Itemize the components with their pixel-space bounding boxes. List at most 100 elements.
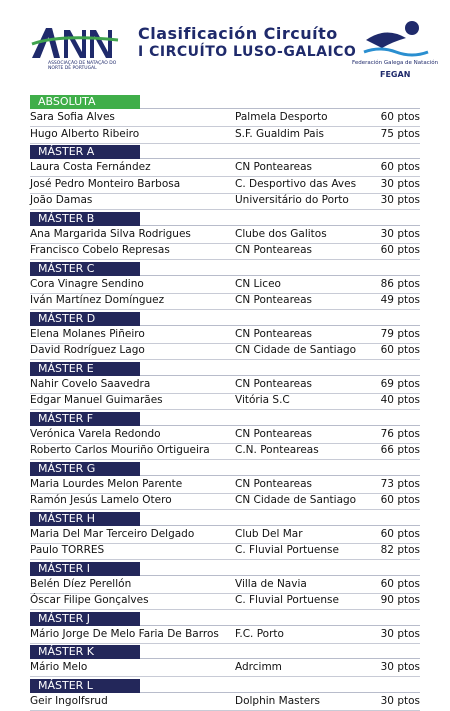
- section-rule: [140, 108, 420, 109]
- subtitle: I CIRCUÍTO LUSO-GALAICO: [138, 44, 357, 60]
- swimmer: Maria Del Mar Terceiro Delgado: [30, 527, 195, 540]
- swimmer: Verónica Varela Redondo: [30, 427, 161, 440]
- points: 86 ptos: [380, 277, 420, 290]
- section-rule: [140, 324, 420, 326]
- logo-caption: ASSOCIAÇÃO DE NATAÇÃO DO NORTE DE PORTUG…: [48, 61, 117, 71]
- section-rule: [140, 524, 420, 526]
- points: 30 ptos: [380, 627, 420, 640]
- swimmer: David Rodríguez Lago: [30, 344, 145, 356]
- section-header: MÁSTER J: [30, 611, 140, 626]
- club: Villa de Navia: [235, 577, 307, 590]
- points: 82 ptos: [380, 544, 420, 556]
- points: 30 ptos: [380, 177, 420, 190]
- title: Clasificación Circuíto: [138, 24, 338, 43]
- section-rule: [140, 574, 420, 576]
- points: 69 ptos: [380, 377, 420, 390]
- club: S.F. Gualdim Pais: [235, 127, 325, 140]
- points: 79 ptos: [380, 327, 420, 340]
- club: C.N. Ponteareas: [235, 444, 319, 456]
- club: CN Ponteareas: [235, 327, 313, 340]
- points: 49 ptos: [380, 294, 420, 306]
- result-row: João Damas Universitário do Porto 30 ptos: [30, 193, 420, 210]
- section-header: ABSOLUTA: [30, 95, 140, 109]
- club: Palmela Desporto: [235, 111, 328, 123]
- federation-name: Federación Galega de Natación: [352, 60, 439, 66]
- swimmer: Maria Lourdes Melon Parente: [30, 477, 183, 490]
- result-row: Francisco Cobelo Represas CN Ponteareas 60…: [30, 243, 420, 260]
- result-row: José Pedro Monteiro Barbosa C. Desportivo…: [30, 177, 420, 194]
- club: CN Cidade de Santiago: [235, 344, 357, 356]
- section-rule: [140, 691, 420, 693]
- result-row: Hugo Alberto Ribeiro S.F. Gualdim Pais 75 …: [30, 127, 420, 144]
- section-rule: [140, 224, 420, 226]
- federation-acronym: FEGAN: [380, 70, 411, 79]
- left-logo: [31, 28, 119, 58]
- section-header: MÁSTER B: [30, 211, 140, 226]
- swimmer: Geir Ingolfsrud: [30, 694, 108, 707]
- result-row: Iván Martínez Domínguez CN Ponteareas 49 p…: [30, 293, 420, 310]
- club: CN Ponteareas: [235, 377, 313, 390]
- points: 60 ptos: [380, 577, 420, 590]
- section-header: MÁSTER A: [30, 145, 140, 159]
- result-row: Roberto Carlos Mouriño Ortigueira C.N. Po…: [30, 443, 420, 460]
- club: Adrcimm: [235, 661, 282, 673]
- club: CN Ponteareas: [235, 427, 313, 440]
- result-row: Belén Díez Perellón Villa de Navia 60 ptos: [30, 577, 420, 594]
- swimmer: Belén Díez Perellón: [30, 577, 132, 590]
- section-header: MÁSTER G: [30, 461, 140, 476]
- result-row: Geir Ingolfsrud Dolphin Masters 30 ptos: [30, 694, 420, 711]
- section-header: MÁSTER D: [30, 311, 140, 326]
- result-row: Ana Margarida Silva Rodrigues Clube dos G…: [30, 227, 420, 244]
- swimmer: Sara Sofia Alves: [30, 111, 115, 123]
- swimmer: José Pedro Monteiro Barbosa: [30, 177, 181, 190]
- result-row: Maria Lourdes Melon Parente CN Ponteareas…: [30, 477, 420, 494]
- result-row: Mário Melo Adrcimm 30 ptos: [30, 660, 420, 677]
- points: 30 ptos: [380, 227, 420, 240]
- section-rule: [140, 274, 420, 276]
- swimmer: Iván Martínez Domínguez: [30, 294, 165, 306]
- club: C. Desportivo das Aves: [235, 177, 357, 190]
- result-row: Ramón Jesús Lamelo Otero CN Cidade de San…: [30, 493, 420, 510]
- club: C. Fluvial Portuense: [235, 544, 339, 556]
- points: 30 ptos: [380, 694, 420, 707]
- swimmer: Roberto Carlos Mouriño Ortigueira: [30, 444, 210, 456]
- section-rule: [140, 158, 420, 159]
- club: F.C. Porto: [235, 627, 284, 640]
- club: Clube dos Galitos: [235, 227, 327, 240]
- section-header: MÁSTER E: [30, 361, 140, 376]
- result-row: Cora Vinagre Sendino CN Liceo 86 ptos: [30, 277, 420, 294]
- points: 75 ptos: [380, 127, 420, 140]
- section-rule: [140, 424, 420, 426]
- result-row: Verónica Varela Redondo CN Ponteareas 76 p…: [30, 427, 420, 444]
- swimmer: Nahir Covelo Saavedra: [30, 377, 151, 390]
- swimmer: Mário Jorge De Melo Faria De Barros: [30, 627, 219, 640]
- club: CN Cidade de Santiago: [235, 494, 357, 506]
- club: CN Ponteareas: [235, 161, 313, 173]
- club: CN Ponteareas: [235, 294, 313, 306]
- swimmer: Ana Margarida Silva Rodrigues: [30, 227, 191, 240]
- points: 60 ptos: [380, 527, 420, 540]
- result-row: Elena Molanes Piñeiro CN Ponteareas 79 pto…: [30, 327, 420, 344]
- swimmer: Hugo Alberto Ribeiro: [30, 127, 140, 140]
- club: CN Ponteareas: [235, 477, 313, 490]
- swimmer: Paulo TORRES: [30, 544, 105, 556]
- section-rule: [140, 474, 420, 476]
- points: 30 ptos: [380, 661, 420, 673]
- swimmer: Ramón Jesús Lamelo Otero: [30, 494, 172, 506]
- points: 90 ptos: [380, 594, 420, 606]
- section-header: MÁSTER K: [30, 645, 140, 659]
- result-row: Edgar Manuel Guimarães Vitória S.C 40 ptos: [30, 393, 420, 410]
- points: 60 ptos: [380, 161, 420, 173]
- points: 40 ptos: [380, 394, 420, 406]
- section-header: MÁSTER I: [30, 561, 140, 576]
- result-row: Sara Sofia Alves Palmela Desporto 60 ptos: [30, 110, 420, 127]
- swimmer: Edgar Manuel Guimarães: [30, 394, 163, 406]
- swimmer: Elena Molanes Piñeiro: [30, 327, 145, 340]
- points: 60 ptos: [380, 244, 420, 256]
- swimmer: Laura Costa Fernández: [30, 161, 151, 173]
- result-row: Laura Costa Fernández CN Ponteareas 60 pto…: [30, 160, 420, 177]
- swimmer: Mário Melo: [30, 661, 88, 673]
- points: 60 ptos: [380, 111, 420, 123]
- result-row: Óscar Filipe Gonçalves C. Fluvial Portuen…: [30, 593, 420, 610]
